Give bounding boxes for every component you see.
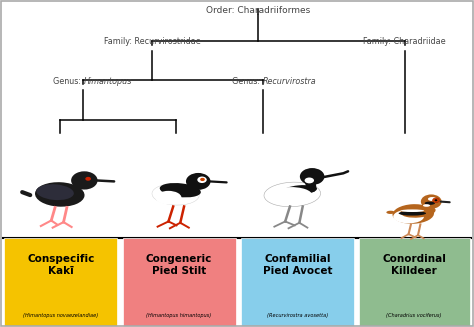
- Ellipse shape: [425, 202, 435, 205]
- Circle shape: [421, 195, 442, 209]
- Circle shape: [71, 171, 98, 190]
- Ellipse shape: [393, 210, 424, 223]
- Text: (Himantopus himantopus): (Himantopus himantopus): [146, 313, 212, 318]
- Circle shape: [433, 198, 439, 202]
- FancyBboxPatch shape: [359, 238, 470, 326]
- Circle shape: [197, 177, 207, 183]
- FancyBboxPatch shape: [123, 238, 236, 326]
- Circle shape: [200, 178, 205, 181]
- Ellipse shape: [423, 204, 430, 207]
- Text: Genus:: Genus:: [232, 77, 263, 86]
- Circle shape: [85, 177, 91, 181]
- Text: (Himantopus novaezelandiae): (Himantopus novaezelandiae): [23, 313, 99, 318]
- Text: Order: Charadriiformes: Order: Charadriiformes: [206, 6, 310, 15]
- Ellipse shape: [152, 184, 199, 205]
- FancyBboxPatch shape: [4, 238, 118, 326]
- Text: Congeneric
Pied Stilt: Congeneric Pied Stilt: [146, 254, 212, 276]
- Ellipse shape: [267, 187, 312, 205]
- Ellipse shape: [305, 178, 314, 183]
- Circle shape: [186, 173, 210, 190]
- Ellipse shape: [160, 183, 201, 198]
- Ellipse shape: [392, 204, 434, 224]
- Circle shape: [435, 199, 438, 201]
- Text: Family: Charadriidae: Family: Charadriidae: [364, 37, 446, 46]
- Ellipse shape: [282, 185, 317, 195]
- Ellipse shape: [155, 191, 182, 204]
- Ellipse shape: [401, 209, 424, 212]
- Ellipse shape: [401, 205, 436, 218]
- Circle shape: [300, 168, 324, 185]
- Text: Recurvirostra: Recurvirostra: [263, 77, 317, 86]
- Text: Conspecific
Kakī: Conspecific Kakī: [27, 254, 95, 276]
- Text: Himantopus: Himantopus: [83, 77, 132, 86]
- Ellipse shape: [304, 174, 316, 192]
- Text: Confamilial
Pied Avocet: Confamilial Pied Avocet: [263, 254, 332, 276]
- Ellipse shape: [264, 182, 320, 207]
- Text: Conordinal
Killdeer: Conordinal Killdeer: [383, 254, 446, 276]
- Ellipse shape: [386, 211, 395, 214]
- Ellipse shape: [271, 192, 295, 200]
- Ellipse shape: [399, 211, 426, 215]
- FancyBboxPatch shape: [241, 238, 354, 326]
- Text: (Recurvirostra avosetta): (Recurvirostra avosetta): [267, 313, 328, 318]
- Text: Genus:: Genus:: [53, 77, 83, 86]
- Text: (Charadrius vociferus): (Charadrius vociferus): [386, 313, 442, 318]
- Ellipse shape: [428, 197, 437, 201]
- Text: Family: Recurvirostridae: Family: Recurvirostridae: [103, 37, 201, 46]
- Ellipse shape: [36, 184, 74, 200]
- FancyArrowPatch shape: [22, 192, 30, 195]
- Ellipse shape: [35, 182, 84, 207]
